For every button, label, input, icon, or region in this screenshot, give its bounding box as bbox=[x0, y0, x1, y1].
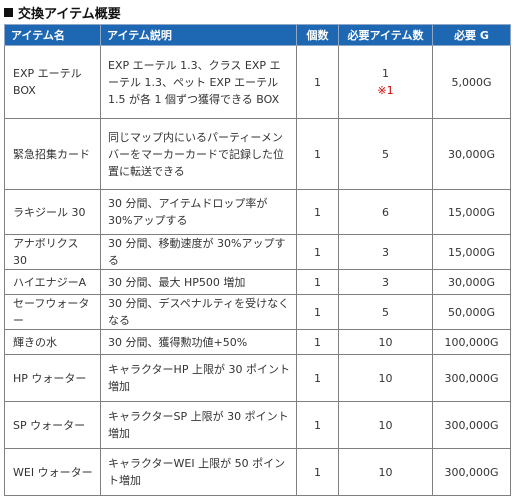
section-title-text: 交換アイテム概要 bbox=[18, 6, 121, 22]
item-required: 10 bbox=[338, 448, 433, 496]
item-required: 1 ※1 bbox=[338, 45, 433, 119]
item-name: SP ウォーター bbox=[4, 401, 101, 449]
exchange-items-table: アイテム名 アイテム説明 個数 必要アイテム数 必要 G EXP エーテル BO… bbox=[4, 24, 511, 496]
item-name: ハイエナジーA bbox=[4, 269, 101, 295]
item-count: 1 bbox=[296, 189, 339, 235]
header-count: 個数 bbox=[296, 24, 339, 46]
item-price: 300,000G bbox=[432, 401, 511, 449]
item-count: 1 bbox=[296, 234, 339, 270]
item-description: 30 分間、デスペナルティを受けなくなる bbox=[100, 294, 297, 330]
item-price: 100,000G bbox=[432, 329, 511, 355]
table-row: EXP エーテル BOX EXP エーテル 1.3、クラス EXP エーテル 1… bbox=[4, 45, 511, 119]
table-row: アナボリクス 30 30 分間、移動速度が 30%アップする 1 3 15,00… bbox=[4, 234, 511, 270]
item-description: 30 分間、獲得勲功値+50% bbox=[100, 329, 297, 355]
item-name: WEI ウォーター bbox=[4, 448, 101, 496]
item-name: 緊急招集カード bbox=[4, 118, 101, 190]
item-required: 10 bbox=[338, 354, 433, 402]
item-required: 10 bbox=[338, 401, 433, 449]
item-required: 10 bbox=[338, 329, 433, 355]
required-footnote: ※1 bbox=[377, 84, 394, 97]
square-bullet-icon bbox=[4, 7, 13, 17]
item-description: 30 分間、移動速度が 30%アップする bbox=[100, 234, 297, 270]
table-row: セーフウォーター 30 分間、デスペナルティを受けなくなる 1 5 50,000… bbox=[4, 294, 511, 330]
item-name: EXP エーテル BOX bbox=[4, 45, 101, 119]
item-price: 50,000G bbox=[432, 294, 511, 330]
table-header-row: アイテム名 アイテム説明 個数 必要アイテム数 必要 G bbox=[4, 24, 511, 46]
item-count: 1 bbox=[296, 401, 339, 449]
table-row: SP ウォーター キャラクターSP 上限が 30 ポイント増加 1 10 300… bbox=[4, 401, 511, 449]
item-description: キャラクターHP 上限が 30 ポイント増加 bbox=[100, 354, 297, 402]
table-row: WEI ウォーター キャラクターWEI 上限が 50 ポイント増加 1 10 3… bbox=[4, 448, 511, 496]
item-count: 1 bbox=[296, 45, 339, 119]
item-count: 1 bbox=[296, 294, 339, 330]
item-count: 1 bbox=[296, 329, 339, 355]
item-price: 30,000G bbox=[432, 269, 511, 295]
required-value: 1 bbox=[382, 67, 389, 80]
item-description: 30 分間、アイテムドロップ率が 30%アップする bbox=[100, 189, 297, 235]
item-description: キャラクターWEI 上限が 50 ポイント増加 bbox=[100, 448, 297, 496]
item-name: アナボリクス 30 bbox=[4, 234, 101, 270]
section-title: 交換アイテム概要 bbox=[4, 2, 121, 22]
item-count: 1 bbox=[296, 269, 339, 295]
header-required-g: 必要 G bbox=[432, 24, 511, 46]
header-item-description: アイテム説明 bbox=[100, 24, 297, 46]
table-row: 輝きの水 30 分間、獲得勲功値+50% 1 10 100,000G bbox=[4, 329, 511, 355]
item-description: キャラクターSP 上限が 30 ポイント増加 bbox=[100, 401, 297, 449]
item-name: セーフウォーター bbox=[4, 294, 101, 330]
item-count: 1 bbox=[296, 448, 339, 496]
item-name: ラキジール 30 bbox=[4, 189, 101, 235]
item-price: 15,000G bbox=[432, 189, 511, 235]
item-price: 30,000G bbox=[432, 118, 511, 190]
item-count: 1 bbox=[296, 118, 339, 190]
item-required: 3 bbox=[338, 269, 433, 295]
item-count: 1 bbox=[296, 354, 339, 402]
table-row: HP ウォーター キャラクターHP 上限が 30 ポイント増加 1 10 300… bbox=[4, 354, 511, 402]
item-price: 300,000G bbox=[432, 354, 511, 402]
table-row: ハイエナジーA 30 分間、最大 HP500 増加 1 3 30,000G bbox=[4, 269, 511, 295]
item-name: 輝きの水 bbox=[4, 329, 101, 355]
item-required: 5 bbox=[338, 294, 433, 330]
item-price: 5,000G bbox=[432, 45, 511, 119]
item-required: 5 bbox=[338, 118, 433, 190]
item-required: 3 bbox=[338, 234, 433, 270]
header-required-items: 必要アイテム数 bbox=[338, 24, 433, 46]
table-row: ラキジール 30 30 分間、アイテムドロップ率が 30%アップする 1 6 1… bbox=[4, 189, 511, 235]
item-description: EXP エーテル 1.3、クラス EXP エーテル 1.3、ペット EXP エー… bbox=[100, 45, 297, 119]
item-price: 15,000G bbox=[432, 234, 511, 270]
header-item-name: アイテム名 bbox=[4, 24, 101, 46]
item-price: 300,000G bbox=[432, 448, 511, 496]
item-required: 6 bbox=[338, 189, 433, 235]
item-description: 30 分間、最大 HP500 増加 bbox=[100, 269, 297, 295]
item-description: 同じマップ内にいるパーティーメンバーをマーカーカードで記録した位置に転送できる bbox=[100, 118, 297, 190]
table-row: 緊急招集カード 同じマップ内にいるパーティーメンバーをマーカーカードで記録した位… bbox=[4, 118, 511, 190]
item-name: HP ウォーター bbox=[4, 354, 101, 402]
